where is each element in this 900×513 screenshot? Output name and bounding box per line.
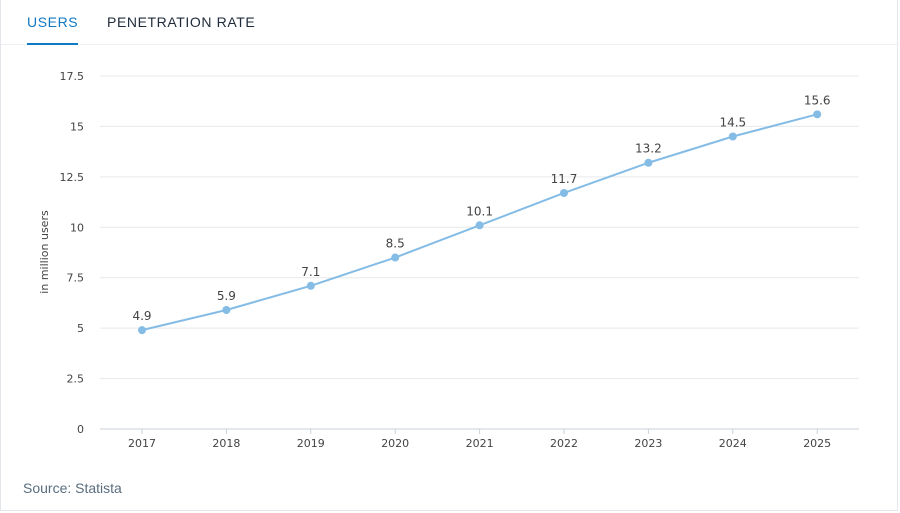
- x-tick-label: 2020: [381, 437, 409, 450]
- data-label: 11.7: [551, 172, 578, 186]
- data-label: 8.5: [386, 237, 405, 251]
- y-tick-label: 0: [77, 423, 84, 436]
- y-axis-label: in million users: [38, 210, 51, 294]
- data-label: 14.5: [719, 116, 746, 130]
- y-tick-label: 5: [77, 322, 84, 335]
- x-tick-label: 2017: [128, 437, 156, 450]
- x-tick-label: 2021: [466, 437, 494, 450]
- x-tick-label: 2018: [212, 437, 240, 450]
- x-axis-ticks: 2017 2018 2019 2020 2021 2022 2023 2024 2025: [128, 429, 831, 450]
- data-point: [813, 110, 822, 119]
- y-tick-label: 2.5: [67, 373, 85, 386]
- data-label: 5.9: [217, 289, 236, 303]
- tab-bar: USERS PENETRATION RATE: [1, 0, 899, 45]
- data-label: 10.1: [466, 204, 493, 218]
- x-tick-label: 2022: [550, 437, 578, 450]
- y-tick-label: 7.5: [67, 272, 85, 285]
- y-tick-label: 17.5: [60, 70, 85, 83]
- data-labels: 4.9 5.9 7.1 8.5 10.1 11.7 13.2 14.5 15.6: [132, 93, 830, 323]
- x-tick-label: 2025: [803, 437, 831, 450]
- x-tick-label: 2019: [297, 437, 325, 450]
- data-point: [475, 221, 484, 230]
- data-point: [138, 326, 146, 335]
- tab-penetration-rate[interactable]: PENETRATION RATE: [107, 14, 256, 30]
- source-note: Source: Statista: [23, 480, 122, 496]
- y-tick-label: 10: [70, 221, 84, 234]
- data-point: [222, 305, 231, 314]
- data-point: [560, 188, 568, 197]
- data-point: [306, 281, 315, 290]
- line-chart: 0 2.5 5 7.5 10 12.5 15 17.5 2017 2018 2019 2020 202…: [38, 70, 859, 450]
- data-label: 13.2: [635, 142, 662, 156]
- data-point: [728, 132, 737, 141]
- data-label: 7.1: [301, 265, 320, 279]
- data-label: 15.6: [804, 93, 831, 107]
- x-tick-label: 2024: [719, 437, 747, 450]
- data-points: [138, 110, 822, 335]
- data-label: 4.9: [132, 309, 151, 323]
- tab-users[interactable]: USERS: [27, 0, 79, 45]
- x-tick-label: 2023: [634, 437, 662, 450]
- data-point: [391, 253, 400, 262]
- data-point: [644, 158, 653, 167]
- y-tick-label: 12.5: [60, 171, 85, 184]
- y-tick-label: 15: [70, 120, 84, 133]
- y-axis-ticks: 0 2.5 5 7.5 10 12.5 15 17.5: [60, 70, 85, 436]
